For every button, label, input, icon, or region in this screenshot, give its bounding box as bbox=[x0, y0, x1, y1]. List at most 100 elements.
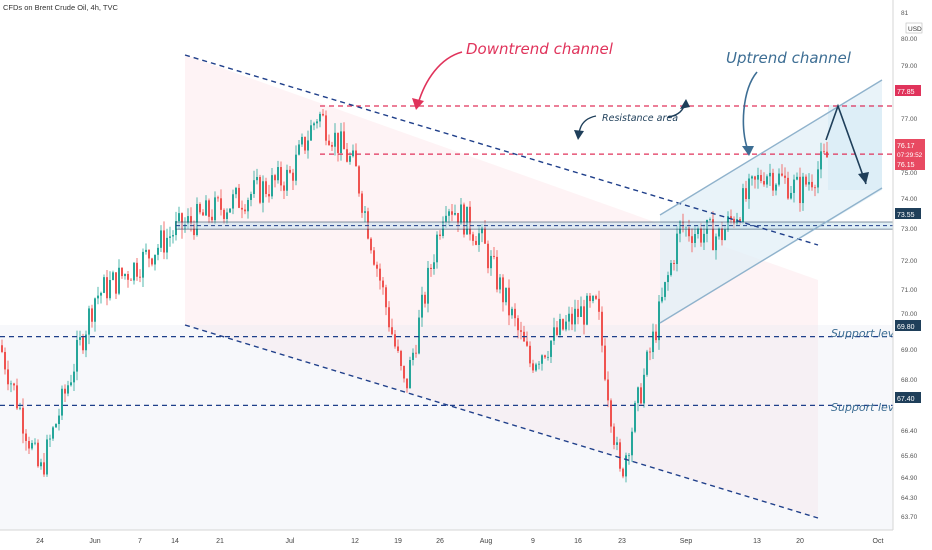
time-tick: Sep bbox=[680, 538, 693, 545]
candle-body bbox=[715, 236, 717, 251]
projection-arrowhead bbox=[858, 172, 869, 184]
price-tag-last bbox=[895, 139, 925, 170]
price-tick: 64.90 bbox=[901, 475, 918, 482]
price-axis-ticks: 81 80.00 79.00 77.85 77.00 76.17 07:29:52 76.15… bbox=[895, 10, 925, 521]
candle-body bbox=[823, 151, 825, 153]
resistance-pointer-left-head bbox=[574, 130, 584, 140]
candle-body bbox=[496, 256, 498, 290]
candle-body bbox=[376, 264, 378, 269]
candle-body bbox=[541, 355, 543, 364]
candle-body bbox=[394, 334, 396, 347]
time-tick: 24 bbox=[36, 538, 44, 545]
candle-body bbox=[520, 330, 522, 332]
candle-body bbox=[436, 234, 438, 263]
candle-body bbox=[709, 219, 711, 221]
candle-body bbox=[349, 156, 351, 162]
candle-body bbox=[589, 295, 591, 302]
price-tag-level bbox=[895, 208, 921, 219]
candle-body bbox=[433, 262, 435, 269]
candle-body bbox=[643, 374, 645, 404]
candle-body bbox=[601, 311, 603, 346]
candle-body bbox=[466, 206, 468, 235]
candle-body bbox=[220, 198, 222, 210]
candle-body bbox=[724, 229, 726, 241]
candle-body bbox=[61, 388, 63, 416]
candle-body bbox=[652, 331, 654, 353]
support-label-2: Support level bbox=[831, 401, 904, 414]
candle-body bbox=[325, 115, 327, 141]
candle-body bbox=[7, 369, 9, 385]
candle-body bbox=[772, 172, 774, 191]
candle-body bbox=[70, 382, 72, 386]
candle-body bbox=[19, 407, 21, 409]
candle-body bbox=[103, 277, 105, 293]
candle-body bbox=[721, 228, 723, 241]
price-tick: 68.00 bbox=[901, 377, 918, 384]
price-axis[interactable] bbox=[893, 0, 932, 530]
candle-body bbox=[34, 442, 36, 444]
candle-body bbox=[223, 209, 225, 219]
candle-body bbox=[583, 306, 585, 325]
candle-body bbox=[79, 337, 81, 340]
candle-body bbox=[211, 216, 213, 221]
candle-body bbox=[760, 175, 762, 182]
candle-body bbox=[559, 319, 561, 335]
candle-body bbox=[283, 185, 285, 191]
candle-body bbox=[451, 211, 453, 215]
candle-body bbox=[448, 211, 450, 216]
candle-body bbox=[634, 402, 636, 432]
candle-body bbox=[385, 287, 387, 308]
candle-body bbox=[532, 363, 534, 371]
candle-body bbox=[673, 262, 675, 265]
levels bbox=[0, 105, 894, 407]
candle-body bbox=[718, 228, 720, 237]
candle-body bbox=[781, 173, 783, 176]
candle-body bbox=[499, 277, 501, 290]
candle-body bbox=[94, 298, 96, 322]
downtrend-upper-line bbox=[184, 54, 819, 246]
downtrend-channel-shade bbox=[185, 55, 818, 518]
candle-body bbox=[289, 169, 291, 173]
candle-body bbox=[544, 355, 546, 358]
candle-body bbox=[529, 345, 531, 364]
candle-body bbox=[208, 200, 210, 217]
candle-body bbox=[145, 249, 147, 252]
candle-body bbox=[484, 227, 486, 244]
candle-body bbox=[463, 204, 465, 235]
candle-body bbox=[43, 462, 45, 475]
candle-body bbox=[430, 267, 432, 269]
candles bbox=[1, 108, 828, 483]
candle-body bbox=[820, 151, 822, 170]
candle-body bbox=[268, 194, 270, 197]
candle-body bbox=[265, 181, 267, 195]
time-tick: 7 bbox=[138, 538, 142, 545]
candle-body bbox=[298, 144, 300, 155]
candle-body bbox=[787, 177, 789, 199]
candle-body bbox=[343, 131, 345, 150]
uptrend-upper-line bbox=[659, 79, 883, 216]
candle-body bbox=[271, 175, 273, 197]
candle-body bbox=[730, 216, 732, 219]
candle-body bbox=[751, 176, 753, 179]
candle-body bbox=[295, 154, 297, 181]
candle-body bbox=[241, 207, 243, 210]
candle-body bbox=[403, 366, 405, 379]
time-tick: 20 bbox=[796, 538, 804, 545]
candle-body bbox=[670, 262, 672, 276]
candle-body bbox=[550, 340, 552, 357]
candle-body bbox=[253, 180, 255, 194]
candle-body bbox=[370, 238, 372, 251]
candle-body bbox=[637, 387, 639, 403]
candle-body bbox=[700, 227, 702, 243]
price-tick: 75.00 bbox=[901, 170, 918, 177]
candle-body bbox=[817, 169, 819, 188]
candle-body bbox=[55, 424, 57, 428]
price-tick: 72.00 bbox=[901, 258, 918, 265]
candle-body bbox=[136, 262, 138, 277]
time-axis[interactable] bbox=[0, 530, 932, 550]
candle-body bbox=[445, 215, 447, 222]
candle-body bbox=[373, 250, 375, 265]
candle-body bbox=[214, 197, 216, 221]
time-tick: Jul bbox=[286, 538, 295, 545]
